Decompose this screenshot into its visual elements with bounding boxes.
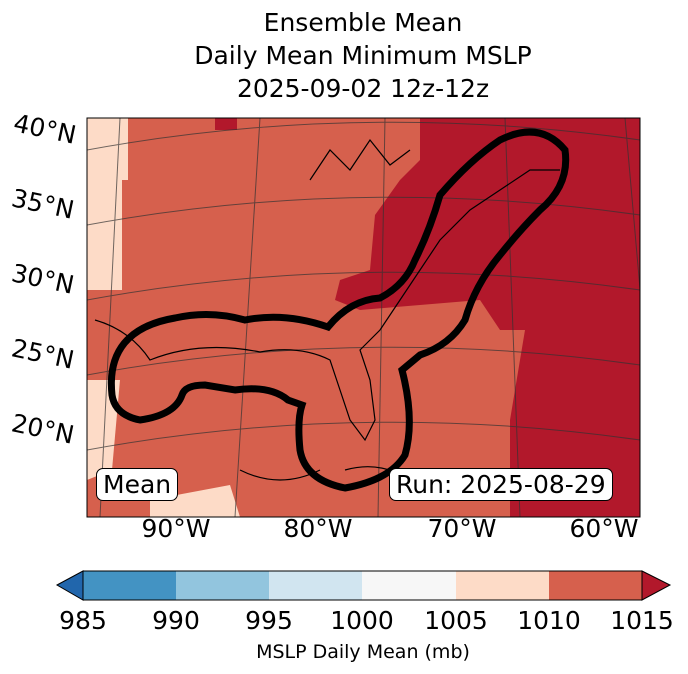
lon-label-60: 60°W [569,514,639,543]
colorbar-tick: 985 [59,606,107,635]
colorbar-bin-1000 [362,571,456,600]
colorbar-under [55,570,84,601]
field-1015-east [335,118,640,517]
colorbar-tick: 1000 [330,606,394,635]
colorbar-tick: 1015 [610,606,674,635]
colorbar-bin-1005 [456,571,549,600]
colorbar-label: MSLP Daily Mean (mb) [256,641,470,663]
coastlines [94,138,560,481]
colorbar-tick: 995 [245,606,293,635]
lon-label-90: 90°W [141,514,211,543]
colorbar-bin-985 [83,571,176,600]
field-1015-north [215,118,237,130]
colorbar-tick: 990 [152,606,200,635]
colorbar-bin-1010 [549,571,642,600]
title-line-1: Ensemble Mean [263,8,463,37]
colorbar-tick: 1005 [424,606,488,635]
graticule [87,118,640,517]
run-label-box: Run: 2025-08-29 [389,468,613,501]
map-frame [86,117,641,518]
title-line-2: Daily Mean Minimum MSLP [194,41,532,70]
colorbar-bin-990 [176,571,269,600]
colorbar-tick: 1010 [517,606,581,635]
ensemble-contour [107,128,570,492]
colorbar [55,570,672,601]
lon-label-80: 80°W [283,514,353,543]
lon-label-70: 70°W [427,514,497,543]
chart-title: Ensemble Mean Daily Mean Minimum MSLP 20… [0,6,688,105]
colorbar-over [641,570,672,601]
colorbar-bin-995 [269,571,362,600]
title-line-3: 2025-09-02 12z-12z [236,74,490,103]
mean-label-box: Mean [96,468,179,501]
field-1005-south [150,485,240,517]
